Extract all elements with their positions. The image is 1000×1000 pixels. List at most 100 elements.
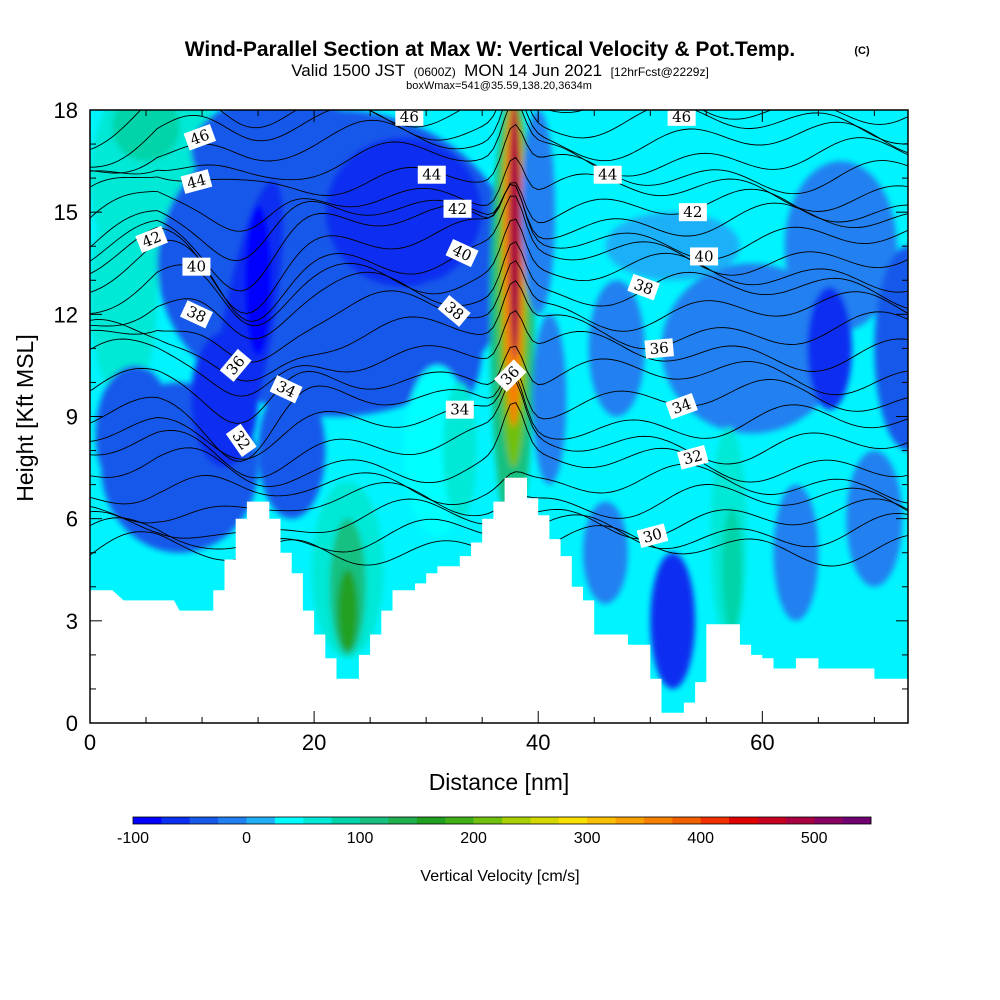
contour-label-text: 44 xyxy=(185,170,208,192)
theta-contour-line xyxy=(90,260,908,363)
theta-contour-line xyxy=(90,366,908,462)
colorbar-swatch xyxy=(643,817,673,824)
colorbar-frame xyxy=(132,816,872,825)
velocity-cell xyxy=(661,263,841,434)
velocity-cell xyxy=(532,314,567,485)
colorbar-swatch xyxy=(161,817,191,824)
contour-label: 44 xyxy=(180,169,213,194)
velocity-field xyxy=(90,110,908,689)
contour-label-box xyxy=(493,359,527,392)
colorbar-swatch xyxy=(445,817,474,824)
velocity-cell xyxy=(807,287,852,410)
theta-contour-line xyxy=(90,380,908,479)
y-tick-label: 9 xyxy=(66,405,78,430)
colorbar-swatch xyxy=(757,817,787,824)
contour-label-text: 30 xyxy=(641,525,664,547)
colorbar-swatch xyxy=(416,817,446,824)
contour-label: 38 xyxy=(627,273,660,301)
y-tick-label: 3 xyxy=(66,609,78,634)
x-tick-label: 40 xyxy=(526,730,550,755)
contour-label: 32 xyxy=(677,445,709,470)
contour-label-text: 32 xyxy=(681,446,704,468)
colorbar-swatch xyxy=(133,817,162,824)
velocity-cell xyxy=(258,382,326,519)
colorbar-label: Vertical Velocity [cm/s] xyxy=(420,868,579,885)
contour-label-box xyxy=(667,110,696,126)
theta-contour-line xyxy=(90,402,908,488)
velocity-cell xyxy=(874,246,908,451)
subtitle-date: MON 14 Jun 2021 xyxy=(464,61,602,80)
contour-label: 34 xyxy=(665,393,698,420)
contour-label: 46 xyxy=(395,110,424,126)
velocity-cell xyxy=(721,508,743,632)
contour-label: 40 xyxy=(690,247,719,266)
contour-label-text: 42 xyxy=(448,200,467,218)
colorbar-swatch xyxy=(530,817,560,824)
colorbar-tick-label: 100 xyxy=(347,830,374,847)
contour-label-box xyxy=(636,523,669,549)
contour-label-box xyxy=(665,393,698,420)
colorbar-swatch xyxy=(246,817,276,824)
contour-label-box xyxy=(690,247,719,266)
colorbar-tick-label: 300 xyxy=(574,830,601,847)
contour-label-box xyxy=(183,123,217,151)
theta-contour-line xyxy=(90,345,908,424)
theta-contour-line xyxy=(90,463,908,506)
contour-label-text: 42 xyxy=(683,203,702,221)
theta-contour-line xyxy=(90,184,908,292)
contour-label: 42 xyxy=(443,199,472,218)
contour-label-box xyxy=(180,169,213,194)
colorbar-tick-label: 0 xyxy=(242,830,251,847)
chart-subtitle: Valid 1500 JST (0600Z) MON 14 Jun 2021 [… xyxy=(291,61,709,80)
colorbar-swatch xyxy=(331,817,361,824)
contour-label-text: 46 xyxy=(188,126,212,149)
colorbar-tick-label: -100 xyxy=(117,830,149,847)
theta-contour-line xyxy=(90,110,908,168)
velocity-cell xyxy=(773,484,819,621)
velocity-cell xyxy=(112,110,180,162)
title-mark: (C) xyxy=(854,45,870,57)
colorbar-swatch xyxy=(360,817,389,824)
contour-label: 44 xyxy=(593,165,622,184)
contour-label-box xyxy=(627,273,660,301)
colorbar-swatch xyxy=(842,817,872,824)
theta-contour-line xyxy=(90,110,908,181)
contour-label-box xyxy=(593,165,622,184)
colorbar-swatch xyxy=(587,817,616,824)
theta-contour-line xyxy=(90,123,908,196)
chart-title: Wind-Parallel Section at Max W: Vertical… xyxy=(185,38,796,61)
contour-label-box xyxy=(219,348,252,382)
contour-label-text: 38 xyxy=(632,275,656,298)
contour-label-box xyxy=(678,203,707,222)
contour-label-box xyxy=(395,110,424,126)
y-axis-label: Height [Kft MSL] xyxy=(12,334,38,501)
colorbar-swatch xyxy=(303,817,332,824)
subtitle-valid: Valid 1500 JST xyxy=(291,61,405,80)
y-tick-label: 18 xyxy=(54,98,78,123)
colorbar-swatch xyxy=(785,817,815,824)
contour-label-box xyxy=(677,445,709,470)
x-tick-label: 60 xyxy=(750,730,774,755)
subtitle-utc: (0600Z) xyxy=(414,65,456,79)
contour-label: 30 xyxy=(636,523,669,549)
theta-contour-line xyxy=(90,310,908,397)
contour-label: 42 xyxy=(135,225,168,254)
contour-label-text: 36 xyxy=(649,339,670,359)
contour-label-box xyxy=(445,400,474,419)
velocity-cell xyxy=(583,501,628,604)
contour-label-box xyxy=(135,225,168,254)
x-axis: 0 20 40 60 xyxy=(84,110,875,755)
colorbar-tick-label: 400 xyxy=(687,830,714,847)
colorbar-swatch xyxy=(502,817,531,824)
x-tick-label: 0 xyxy=(84,730,96,755)
contour-label-box xyxy=(437,295,471,327)
contour-label-box xyxy=(443,199,472,218)
contour-label: 46 xyxy=(667,110,696,126)
contour-label-text: 44 xyxy=(422,166,441,184)
theta-contour-line xyxy=(90,241,908,340)
velocity-cell xyxy=(95,365,175,502)
colorbar-swatch xyxy=(615,817,645,824)
